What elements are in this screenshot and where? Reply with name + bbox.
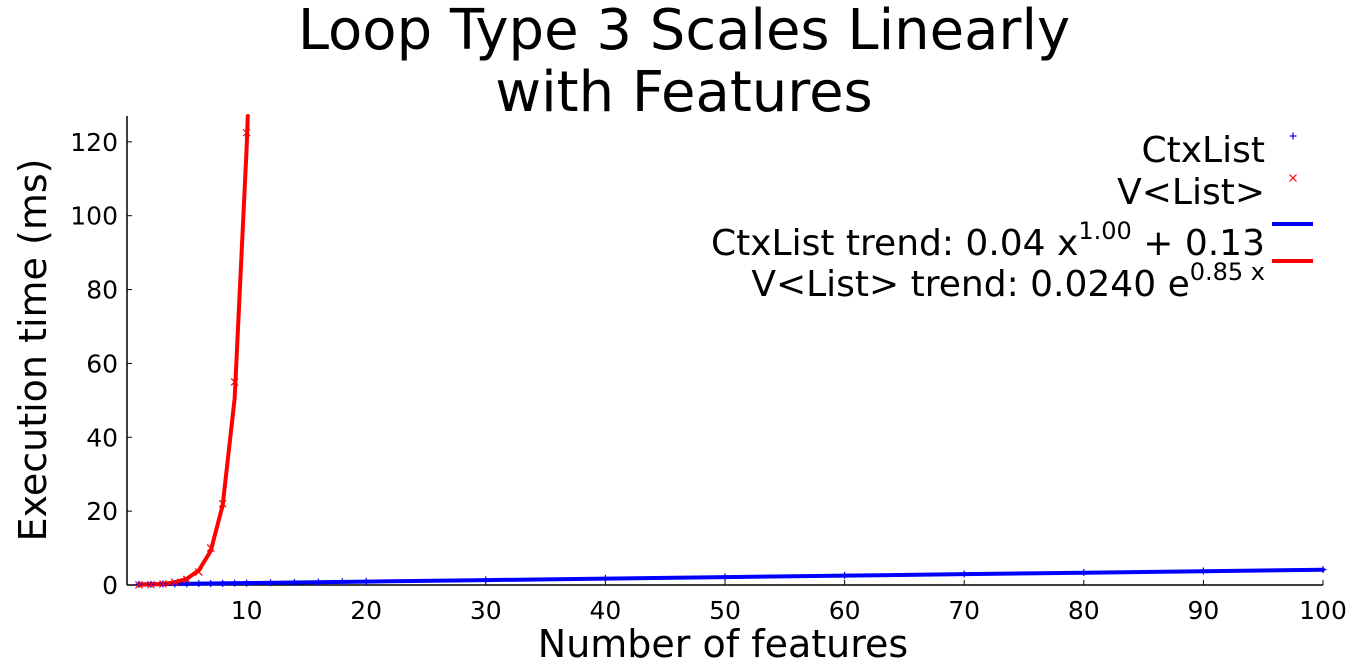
y-tick-label: 20	[86, 497, 118, 526]
plus-marker	[960, 570, 968, 578]
x-marker	[170, 578, 179, 587]
plus-marker	[171, 580, 179, 588]
plus-marker	[362, 577, 370, 585]
y-tick-label: 80	[86, 276, 118, 305]
x-tick-label: 10	[231, 596, 263, 625]
plus-marker	[1080, 568, 1088, 576]
y-tick-label: 60	[86, 349, 118, 378]
legend-label: V<List> trend: 0.0240 e0.85 x	[751, 258, 1265, 305]
y-tick-label: 40	[86, 423, 118, 452]
plus-marker	[231, 579, 239, 587]
plus-marker	[338, 578, 346, 586]
x-ticks: 10 20 30 40 50 60 70 80 90 100	[231, 580, 1347, 625]
legend-label: CtxList	[1142, 130, 1266, 171]
y-tick-label: 100	[70, 202, 118, 231]
plus-marker	[841, 571, 849, 579]
chart-title-line-1: Loop Type 3 Scales Linearly	[298, 0, 1070, 63]
x-marker	[242, 128, 251, 137]
legend-entry: V<List>	[1117, 172, 1297, 213]
x-tick-label: 100	[1299, 596, 1347, 625]
y-tick-label: 0	[102, 571, 118, 600]
x-marker	[1289, 174, 1297, 182]
x-tick-label: 80	[1068, 596, 1100, 625]
plus-marker	[1319, 565, 1327, 573]
plus-marker	[195, 580, 203, 588]
legend-entry: CtxList trend: 0.04 x1.00 + 0.13	[711, 217, 1313, 264]
plus-marker	[219, 580, 227, 588]
chart-title-line-2: with Features	[495, 60, 872, 125]
y-axis-label: Execution time (ms)	[11, 159, 55, 542]
plus-marker	[183, 580, 191, 588]
plus-marker	[1289, 132, 1297, 140]
x-tick-label: 70	[948, 596, 980, 625]
x-tick-label: 30	[470, 596, 502, 625]
plus-marker	[243, 579, 251, 587]
x-axis-label: Number of features	[538, 622, 908, 666]
x-marker	[182, 575, 191, 584]
plus-marker	[267, 579, 275, 587]
series-layer	[135, 114, 1327, 589]
x-tick-label: 60	[829, 596, 861, 625]
x-tick-label: 20	[350, 596, 382, 625]
x-tick-label: 40	[589, 596, 621, 625]
y-ticks: 0 20 40 60 80 100 120	[70, 128, 132, 600]
x-marker	[194, 568, 203, 576]
x-marker	[206, 544, 215, 552]
y-tick-label: 120	[70, 128, 118, 157]
x-tick-label: 50	[709, 596, 741, 625]
plus-marker	[207, 580, 215, 588]
plus-marker	[1199, 567, 1207, 575]
x-marker	[158, 579, 167, 588]
x-tick-label: 90	[1187, 596, 1219, 625]
plus-marker	[314, 578, 322, 586]
x-marker	[135, 580, 143, 589]
plus-marker	[721, 573, 729, 581]
plot-area: 10 20 30 40 50 60 70 80 90 100 0 20 40 60 80 100 120	[70, 114, 1347, 625]
legend-label: V<List>	[1117, 172, 1265, 213]
legend-entry: CtxList	[1142, 130, 1297, 171]
plus-marker	[290, 578, 298, 586]
x-marker	[218, 499, 227, 508]
x-marker	[230, 377, 239, 386]
legend-label: CtxList trend: 0.04 x1.00 + 0.13	[711, 217, 1265, 264]
plus-marker	[601, 574, 609, 582]
trend-line	[136, 114, 250, 587]
x-marker	[146, 580, 155, 589]
plus-marker	[482, 576, 490, 584]
legend-entry: V<List> trend: 0.0240 e0.85 x	[751, 258, 1313, 305]
